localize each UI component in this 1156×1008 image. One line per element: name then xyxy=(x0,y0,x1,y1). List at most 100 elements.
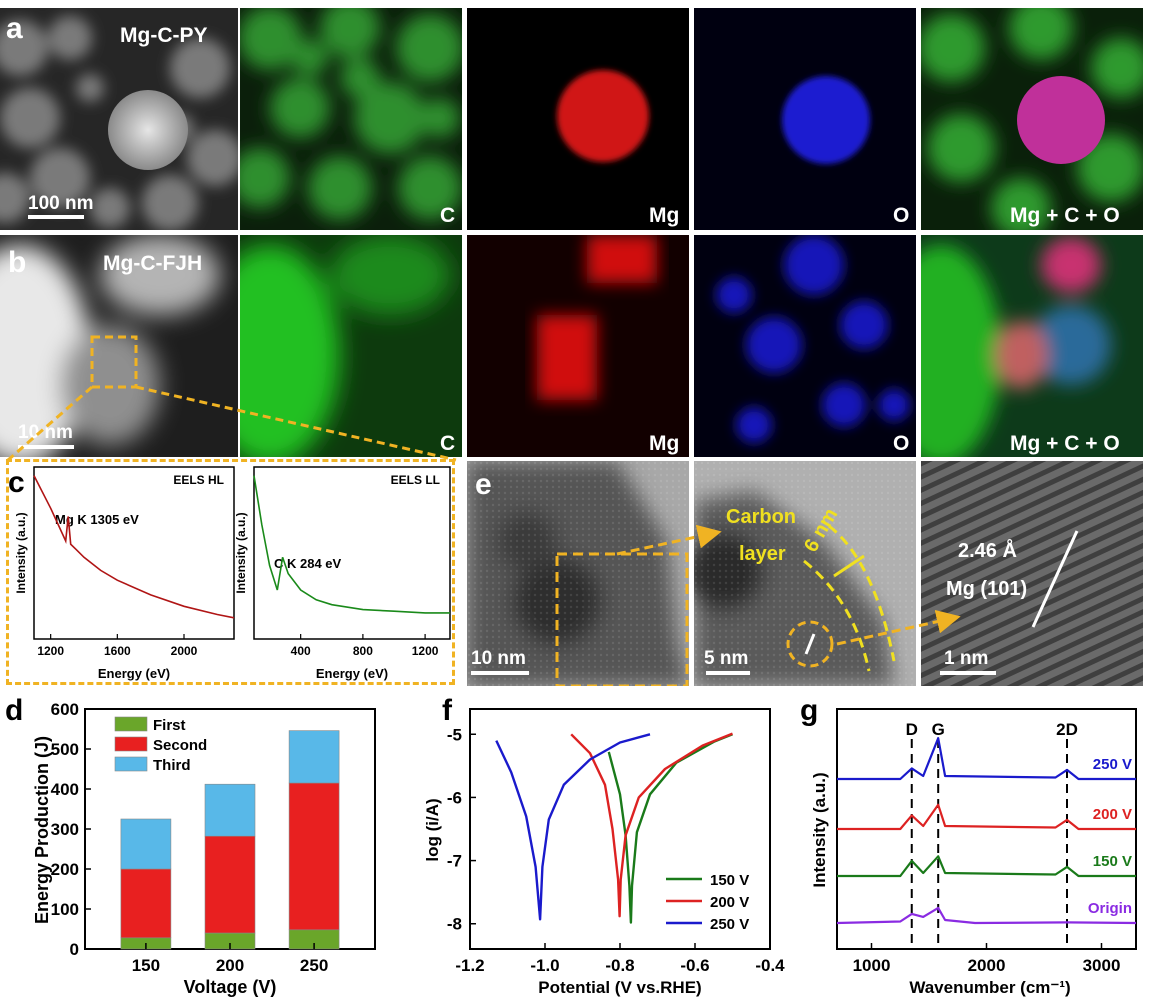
scale-bar-e1 xyxy=(471,671,529,675)
raman-label-250v: 250 V xyxy=(1093,756,1132,773)
panel-e-hrtem xyxy=(921,461,1143,686)
eels-ll-series-line xyxy=(253,475,450,614)
energy-production-chart: 0 100 200 300 400 500 600 150 200 250 First Second… xyxy=(32,700,376,997)
eels-ll-ylabel: Intensity (a.u.) xyxy=(234,512,248,593)
eels-hl-annotation: Mg K 1305 eV xyxy=(55,512,139,527)
bar-second-150 xyxy=(120,868,172,939)
chart-d-xlabel: Voltage (V) xyxy=(184,977,277,997)
legend-label-200v: 200 V xyxy=(710,894,749,911)
chart-d-ytick-label: 200 xyxy=(51,860,79,879)
tem-zoom-arrows xyxy=(616,524,961,646)
eels-ll-xtick-label: 800 xyxy=(353,644,373,658)
chart-f-ytick-label: -7 xyxy=(447,852,462,871)
map-label-o-a: O xyxy=(893,204,910,227)
tem-image-1 xyxy=(467,461,689,686)
panel-b-overlay-map xyxy=(921,235,1143,457)
chart-d-ytick-label: 400 xyxy=(51,780,79,799)
legend-swatch-third xyxy=(114,756,148,772)
peak-label-d: D xyxy=(906,720,918,739)
haadf-image-a xyxy=(0,8,238,230)
chart-g-xtick-label: 1000 xyxy=(853,956,891,975)
bar-second-200 xyxy=(204,835,256,934)
scale-bar-label-e2: 5 nm xyxy=(704,648,749,669)
legend-label-first: First xyxy=(153,717,186,734)
eels-ll-title: EELS LL xyxy=(391,473,440,487)
overlay-map-a xyxy=(921,8,1143,230)
panel-letter-g: g xyxy=(800,694,819,727)
mg-map-a xyxy=(467,8,689,230)
panel-b-haadf xyxy=(0,235,238,457)
legend-swatch-first xyxy=(114,716,148,732)
chart-g-xtick-label: 2000 xyxy=(968,956,1006,975)
raman-label-200v: 200 V xyxy=(1093,806,1132,823)
raman-line-200v xyxy=(837,803,1136,831)
eels-ll-chart: EELS LL C K 284 eV 400 800 1200 Energy (eV… xyxy=(234,466,451,681)
mg-map-b xyxy=(467,235,689,457)
eels-hl-xtick-label: 1600 xyxy=(104,644,131,658)
legend-label-150v: 150 V xyxy=(710,872,749,889)
chart-g-xtick-label: 3000 xyxy=(1083,956,1121,975)
scale-bar-a xyxy=(28,215,84,219)
scale-bar-b xyxy=(18,445,74,449)
chart-d-ylabel: Energy Production (J) xyxy=(32,736,52,924)
chart-f-xtick-label: -0.6 xyxy=(680,956,709,975)
chart-d-ytick-label: 0 xyxy=(70,940,79,959)
map-label-mg-b: Mg xyxy=(649,432,680,455)
carbon-label-line-2: layer xyxy=(739,543,786,565)
panel-a-o-map xyxy=(694,8,916,230)
chart-f-xtick-label: -1.2 xyxy=(455,956,484,975)
chart-f-xlabel: Potential (V vs.RHE) xyxy=(538,978,701,997)
panel-e-tem-1 xyxy=(467,461,689,686)
map-label-c-a: C xyxy=(440,204,456,227)
map-label-o-b: O xyxy=(893,432,910,455)
tem-image-2 xyxy=(694,461,916,686)
panel-b-mg-map xyxy=(467,235,689,457)
overlay-map-b xyxy=(921,235,1143,457)
legend-label-third: Third xyxy=(153,757,191,774)
eels-hl-ylabel: Intensity (a.u.) xyxy=(14,512,28,593)
scale-bar-e3 xyxy=(940,671,996,675)
panel-letter-b: b xyxy=(8,246,27,279)
chart-d-xtick-label: 200 xyxy=(216,956,244,975)
bar-third-150 xyxy=(120,818,172,870)
panel-a-carbon-map xyxy=(240,8,462,230)
panel-a-mg-map xyxy=(467,8,689,230)
sample-label-a: Mg-C-PY xyxy=(120,24,208,47)
sample-label-b: Mg-C-FJH xyxy=(103,252,203,275)
eels-ll-annotation: C K 284 eV xyxy=(274,556,342,571)
raman-label-origin: Origin xyxy=(1088,900,1132,917)
eels-hl-chart: EELS HL Mg K 1305 eV 1200 1600 2000 Energy… xyxy=(14,466,235,681)
legend-label-second: Second xyxy=(153,737,207,754)
chart-d-xtick-label: 150 xyxy=(132,956,160,975)
peak-label-2d: 2D xyxy=(1056,720,1078,739)
raman-line-origin xyxy=(836,906,1137,925)
zoom-lines-b-to-c xyxy=(7,385,457,462)
chart-f-ytick-label: -8 xyxy=(447,915,462,934)
eels-hl-xlabel: Energy (eV) xyxy=(98,666,170,681)
panel-letter-f: f xyxy=(442,694,452,727)
chart-d-ytick-label: 300 xyxy=(51,820,79,839)
eels-hl-xtick-label: 1200 xyxy=(37,644,64,658)
raman-chart: D G 2D 250 V 200 V 150 V Origin 1000 2000 3000 W… xyxy=(810,708,1137,997)
haadf-image-b xyxy=(0,235,238,457)
chart-d-xtick-label: 250 xyxy=(300,956,328,975)
carbon-map-a xyxy=(240,8,462,230)
raman-label-150v: 150 V xyxy=(1093,853,1132,870)
d-spacing-label: 2.46 Å xyxy=(958,540,1017,562)
chart-f-ylabel: log (i/A) xyxy=(423,798,442,861)
chart-f-ytick-label: -5 xyxy=(447,725,462,744)
chart-f-xtick-label: -0.4 xyxy=(755,956,785,975)
bar-second-250 xyxy=(288,782,340,931)
panel-a-overlay-map xyxy=(921,8,1143,230)
tafel-line-150v xyxy=(607,733,733,924)
scale-bar-label-e1: 10 nm xyxy=(471,648,526,669)
panel-b-o-map xyxy=(694,235,916,457)
panel-letter-c: c xyxy=(8,466,25,499)
bar-third-250 xyxy=(288,730,340,784)
scale-bar-label-a: 100 nm xyxy=(28,193,94,214)
tafel-line-200v xyxy=(570,732,733,918)
chart-f-xtick-label: -0.8 xyxy=(605,956,634,975)
tafel-chart: -1.2 -1.0 -0.8 -0.6 -0.4 -5 -6 -7 -8 150 V 200 V 2… xyxy=(423,708,785,997)
map-label-overlay-b: Mg + C + O xyxy=(1010,432,1120,455)
panel-e-tem-2 xyxy=(694,461,916,686)
